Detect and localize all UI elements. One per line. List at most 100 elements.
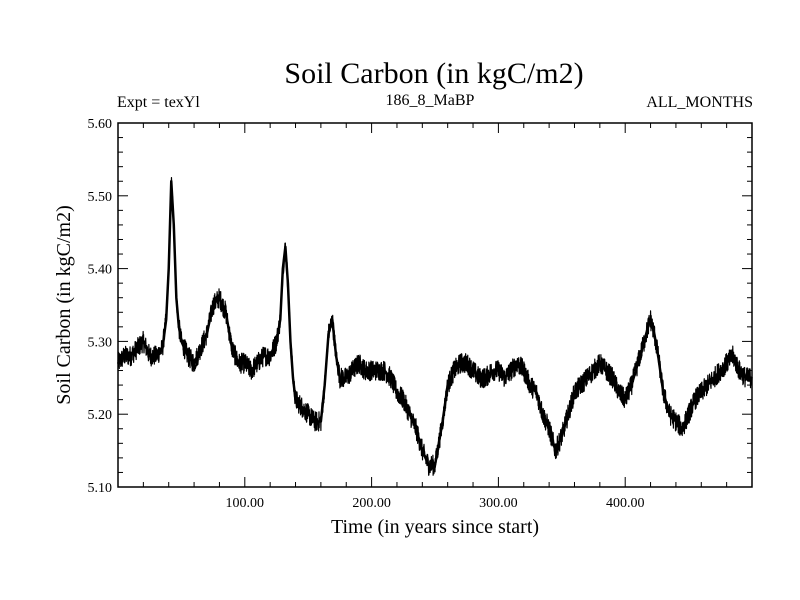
data-point <box>167 267 170 270</box>
data-point <box>438 442 440 445</box>
data-point <box>611 377 614 379</box>
data-point <box>427 464 430 466</box>
data-point <box>123 355 126 357</box>
soil-carbon-series-line <box>117 176 753 476</box>
data-point <box>292 377 294 379</box>
ticks-layer: 5.10 5.20 5.30 5.40 5.50 5.60 100.00 200.00 300.… <box>88 117 752 511</box>
data-point <box>186 355 189 357</box>
y-tick-label: 5.10 <box>88 481 113 496</box>
data-point <box>148 355 151 357</box>
data-point <box>396 391 398 394</box>
data-point <box>231 347 233 350</box>
y-tick-label: 5.60 <box>88 117 113 132</box>
data-point <box>370 369 373 372</box>
data-point <box>327 333 330 335</box>
data-point <box>522 369 525 372</box>
data-point <box>218 296 221 299</box>
months-label: ALL_MONTHS <box>646 94 753 111</box>
data-point <box>647 326 649 328</box>
data-point <box>592 369 595 372</box>
data-point <box>675 420 677 423</box>
data-point <box>637 362 639 365</box>
data-point <box>389 377 392 379</box>
data-point <box>289 340 292 343</box>
y-axis-label: Soil Carbon (in kgC/m2) <box>53 205 75 404</box>
data-point <box>725 362 728 365</box>
data-point <box>250 369 252 372</box>
data-point <box>657 355 659 357</box>
period-label: 186_8_MaBP <box>386 92 475 109</box>
chart-title: Soil Carbon (in kgC/m2) <box>284 57 583 90</box>
data-point <box>503 377 506 379</box>
data-point <box>561 435 563 437</box>
data-point <box>681 427 684 430</box>
data-point <box>484 377 487 379</box>
data-point <box>491 369 493 372</box>
data-point <box>323 384 326 386</box>
x-tick-label: 400.00 <box>606 496 645 511</box>
data-point <box>434 464 436 466</box>
data-point <box>653 333 656 335</box>
data-point <box>630 384 633 386</box>
data-point <box>212 304 214 306</box>
data-point <box>402 398 405 401</box>
data-point <box>224 311 227 314</box>
data-point <box>335 355 337 357</box>
data-point <box>459 362 462 365</box>
data-point <box>136 347 138 350</box>
data-point <box>713 377 715 379</box>
data-point <box>599 362 601 365</box>
data-point <box>738 369 741 372</box>
data-point <box>694 398 696 401</box>
data-point <box>244 362 246 365</box>
data-point <box>567 413 569 416</box>
data-point <box>320 420 322 423</box>
data-point <box>586 377 588 379</box>
soil-carbon-trend-line <box>117 179 752 467</box>
data-point <box>383 369 386 372</box>
data-point <box>541 413 544 416</box>
data-point <box>294 398 297 401</box>
data-point <box>142 340 145 343</box>
y-tick-label: 5.30 <box>88 335 113 350</box>
data-point <box>269 355 271 357</box>
data-point <box>516 362 519 365</box>
data-point <box>662 391 665 394</box>
data-point <box>199 347 202 350</box>
y-tick-label: 5.20 <box>88 408 113 423</box>
x-tick-label: 300.00 <box>479 496 518 511</box>
data-point <box>580 384 582 386</box>
data-point <box>687 413 690 416</box>
data-point <box>155 355 157 357</box>
data-point <box>441 420 444 423</box>
data-point <box>205 333 208 335</box>
data-point <box>535 391 538 394</box>
data-point <box>279 318 282 321</box>
data-point <box>282 267 284 270</box>
data-point <box>472 369 474 372</box>
data-point <box>313 420 316 423</box>
data-point <box>178 326 180 328</box>
data-point <box>573 391 576 394</box>
data-point <box>172 224 175 226</box>
data-point <box>287 282 289 284</box>
plot-frame <box>117 122 753 488</box>
data-point <box>706 384 709 386</box>
data-point <box>275 340 278 343</box>
data-point <box>358 362 360 365</box>
data-point <box>256 362 259 365</box>
data-point <box>529 384 531 386</box>
data-point <box>548 427 550 430</box>
data-point <box>377 369 379 372</box>
y-tick-label: 5.40 <box>88 263 113 278</box>
data-point <box>165 318 167 321</box>
data-point <box>668 413 671 416</box>
data-point <box>719 369 722 372</box>
data-point <box>339 377 341 379</box>
data-point <box>643 340 646 343</box>
data-point <box>129 355 132 357</box>
x-axis-label: Time (in years since start) <box>331 516 539 538</box>
data-point <box>351 369 354 372</box>
data-point <box>345 377 348 379</box>
